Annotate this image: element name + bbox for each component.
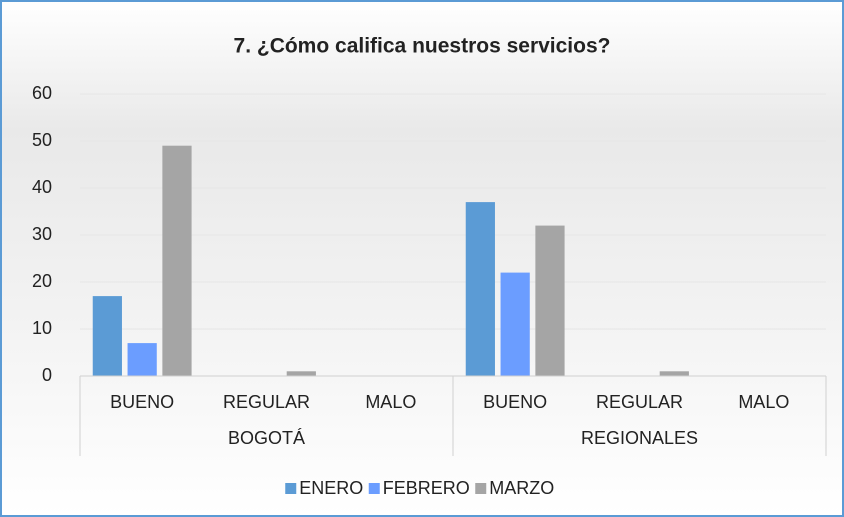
page: 7. ¿Cómo califica nuestros servicios? 0 1… <box>0 0 844 517</box>
chart-title: 7. ¿Cómo califica nuestros servicios? <box>234 35 611 58</box>
x-tick-label: REGULAR <box>223 392 310 412</box>
y-tick-label: 40 <box>32 177 52 197</box>
y-tick-label: 0 <box>42 365 52 385</box>
y-tick-label: 30 <box>32 224 52 244</box>
chart-frame <box>1 1 843 516</box>
group-label: BOGOTÁ <box>228 428 305 448</box>
bar <box>501 273 530 376</box>
bar <box>128 343 157 376</box>
bar <box>660 371 689 376</box>
x-tick-label: MALO <box>738 392 789 412</box>
y-tick-label: 60 <box>32 83 52 103</box>
legend-swatch <box>369 483 380 494</box>
y-tick-label: 10 <box>32 318 52 338</box>
y-tick-label: 20 <box>32 271 52 291</box>
x-tick-label: REGULAR <box>596 392 683 412</box>
x-tick-label: MALO <box>365 392 416 412</box>
bar <box>535 226 564 376</box>
bar <box>466 202 495 376</box>
legend-swatch <box>475 483 486 494</box>
group-label: REGIONALES <box>581 428 698 448</box>
legend-label: MARZO <box>489 478 554 498</box>
chart: 7. ¿Cómo califica nuestros servicios? 0 1… <box>0 0 844 517</box>
x-tick-label: BUENO <box>110 392 174 412</box>
x-tick-label: BUENO <box>483 392 547 412</box>
legend-label: ENERO <box>299 478 363 498</box>
y-tick-label: 50 <box>32 130 52 150</box>
legend-swatch <box>285 483 296 494</box>
bar <box>162 146 191 376</box>
legend-label: FEBRERO <box>383 478 470 498</box>
bar <box>93 296 122 376</box>
bar <box>287 371 316 376</box>
